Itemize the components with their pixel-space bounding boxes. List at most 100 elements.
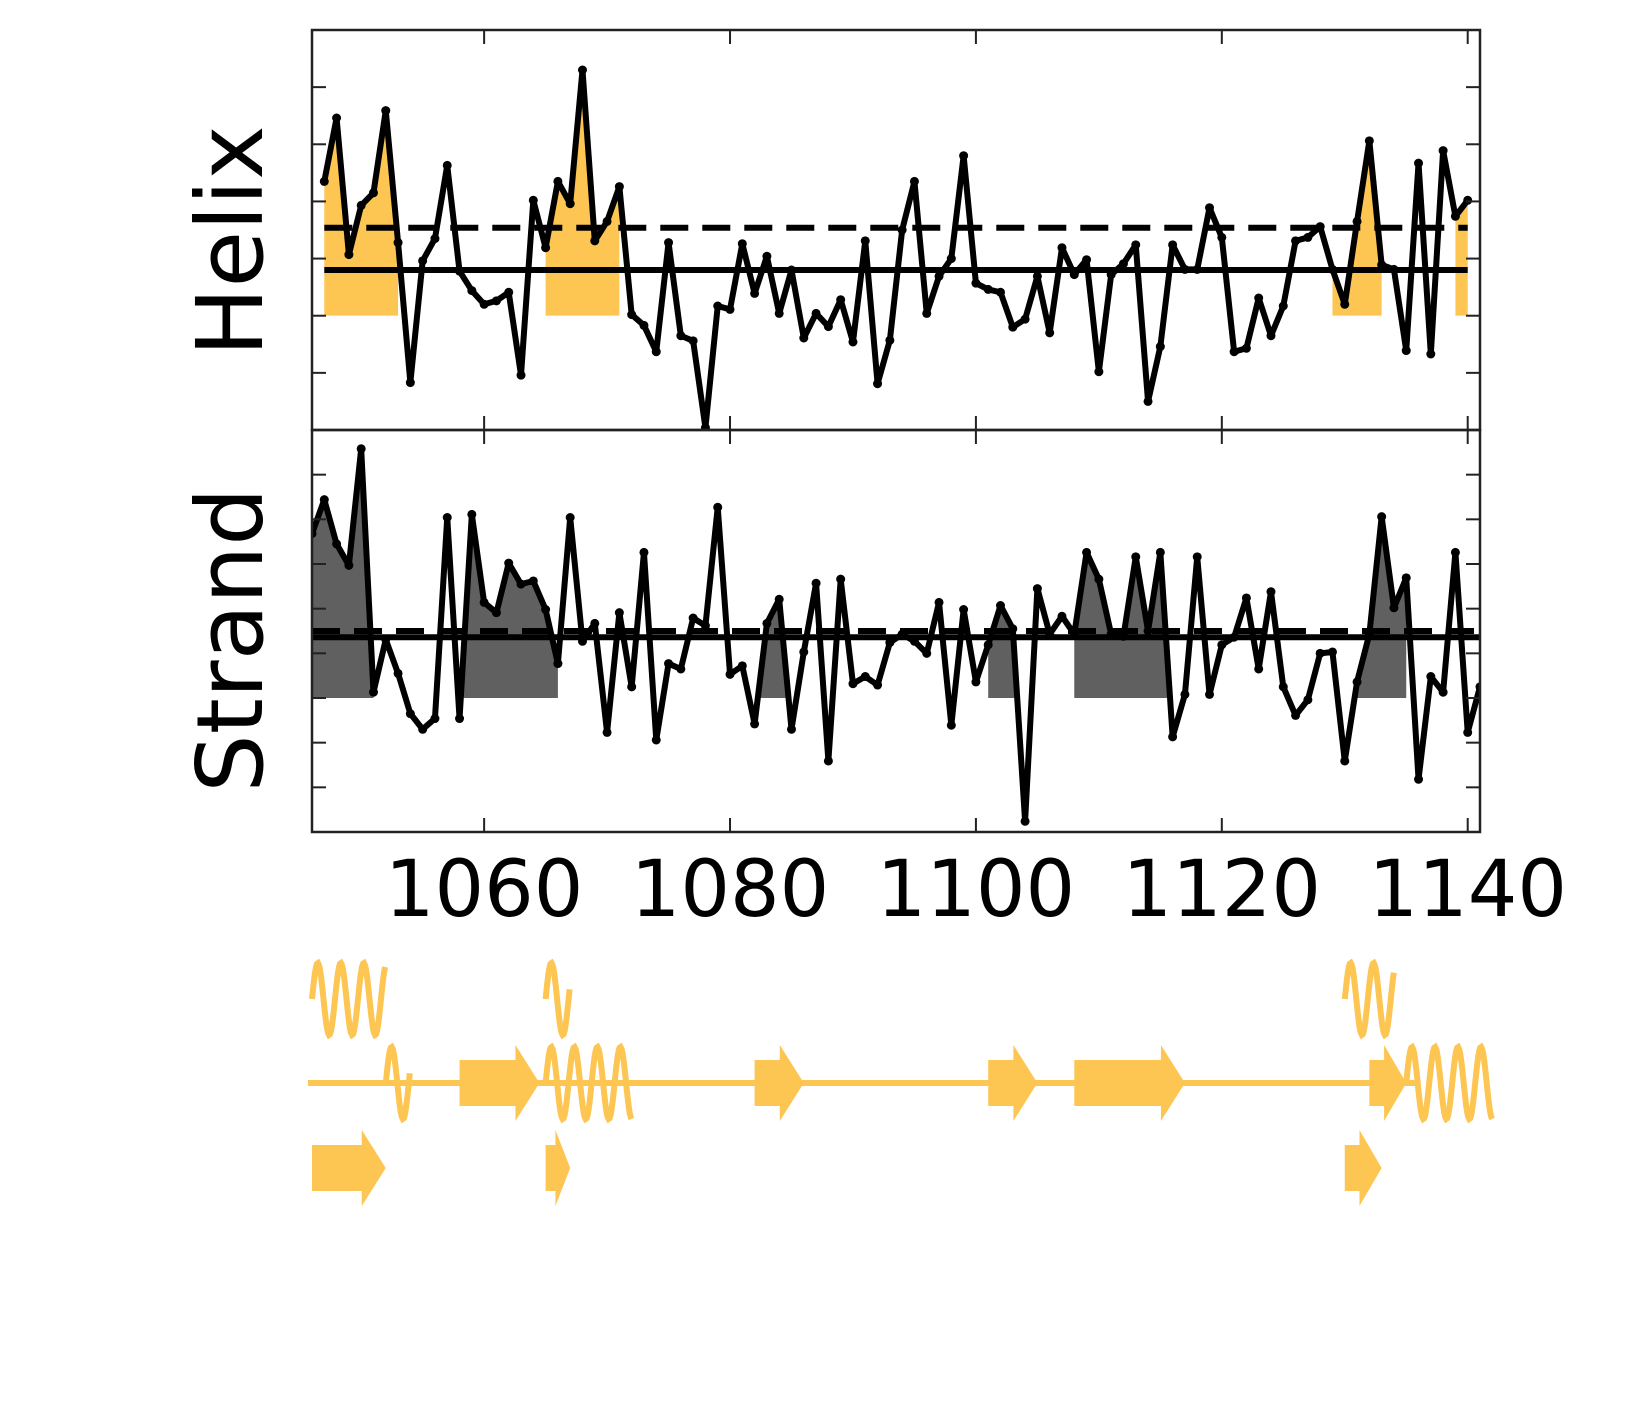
score-point: [762, 251, 772, 261]
y-axis-label: Helix: [177, 125, 284, 356]
score-point: [1069, 629, 1079, 639]
score-point: [516, 579, 526, 589]
score-point: [946, 254, 956, 264]
score-point: [442, 513, 452, 523]
score-point: [1168, 240, 1178, 250]
score-point: [1438, 687, 1448, 697]
score-point: [1438, 146, 1448, 156]
panel: 1060 1080 1100 1120 1140 Strand: [177, 428, 1567, 935]
strand: [988, 1045, 1038, 1121]
panel: Helix: [177, 28, 1482, 432]
score-point: [344, 250, 354, 260]
score-point: [1389, 603, 1399, 613]
score-point: [1401, 573, 1411, 583]
score-point: [1401, 346, 1411, 356]
score-point: [1094, 367, 1104, 377]
score-point: [1032, 271, 1042, 281]
score-point: [885, 335, 895, 345]
x-tick-label: 1120: [1123, 845, 1322, 935]
score-point: [504, 558, 514, 568]
score-point: [553, 659, 563, 669]
score-point: [1106, 629, 1116, 639]
score-point: [1352, 216, 1362, 226]
score-point: [1020, 314, 1030, 324]
score-point: [1278, 682, 1288, 692]
score-point: [934, 597, 944, 607]
x-tick-label: 1100: [877, 845, 1076, 935]
score-point: [553, 176, 563, 186]
score-point: [627, 310, 637, 320]
score-point: [651, 735, 661, 745]
score-point: [565, 199, 575, 209]
score-point: [1106, 270, 1116, 280]
score-point: [528, 576, 538, 586]
score-point: [1131, 240, 1141, 250]
score-point: [737, 239, 747, 249]
score-point: [455, 266, 465, 276]
score-point: [799, 647, 809, 657]
score-point: [516, 370, 526, 380]
score-point: [1278, 301, 1288, 311]
score-point: [700, 423, 710, 430]
score-point: [823, 756, 833, 766]
score-point: [713, 502, 723, 512]
score-point: [762, 618, 772, 628]
score-point: [356, 444, 366, 454]
score-point: [971, 278, 981, 288]
score-point: [860, 236, 870, 246]
score-point: [873, 680, 883, 690]
score-point: [922, 308, 932, 318]
score-point: [1057, 243, 1067, 253]
helix: [1403, 1042, 1495, 1124]
score-point: [1118, 259, 1128, 269]
predicted-region: [754, 599, 792, 698]
score-point: [848, 679, 858, 689]
score-point: [1205, 203, 1215, 213]
score-point: [393, 668, 403, 678]
score-point: [442, 160, 452, 170]
score-point: [971, 677, 981, 687]
score-point: [1045, 328, 1055, 338]
predicted-region: [1357, 516, 1407, 698]
score-point: [1180, 689, 1190, 699]
score-point: [368, 188, 378, 198]
score-point: [860, 672, 870, 682]
score-point: [1008, 624, 1018, 634]
score-point: [1143, 396, 1153, 406]
score-point: [1266, 331, 1276, 341]
score-point: [1118, 631, 1128, 641]
score-point: [873, 379, 883, 389]
score-point: [750, 719, 760, 729]
score-point: [602, 216, 612, 226]
score-point: [405, 709, 415, 719]
score-point: [774, 594, 784, 604]
strand: [1074, 1045, 1185, 1121]
strand: [1344, 1130, 1382, 1206]
score-point: [799, 333, 809, 343]
score-point: [455, 714, 465, 724]
score-point: [479, 597, 489, 607]
score-point: [1266, 587, 1276, 597]
score-point: [1364, 629, 1374, 639]
score-point: [405, 378, 415, 388]
score-point: [541, 243, 551, 253]
score-point: [1450, 211, 1460, 221]
score-point: [811, 578, 821, 588]
score-point: [332, 113, 342, 123]
score-point: [651, 347, 661, 357]
score-point: [430, 714, 440, 724]
predicted-region: [545, 70, 620, 316]
score-point: [909, 176, 919, 186]
score-point: [1155, 547, 1165, 557]
score-point: [664, 238, 674, 248]
score-point: [836, 574, 846, 584]
score-point: [393, 238, 403, 248]
score-point: [332, 539, 342, 549]
score-point: [1045, 629, 1055, 639]
score-point: [946, 720, 956, 730]
score-point: [1168, 732, 1178, 742]
score-point: [565, 513, 575, 523]
score-point: [614, 182, 624, 192]
score-point: [1192, 264, 1202, 274]
